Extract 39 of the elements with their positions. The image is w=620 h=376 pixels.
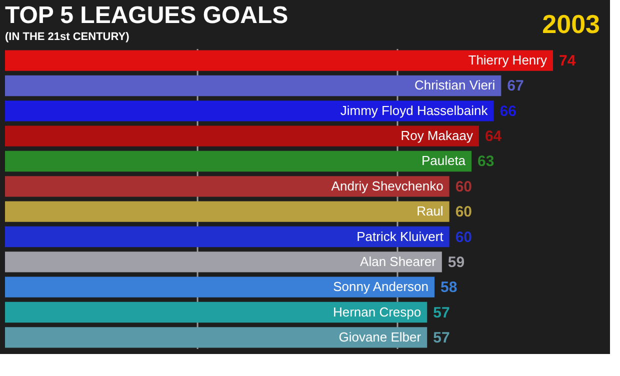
- bar: [5, 302, 428, 323]
- data-label: 60: [455, 204, 472, 221]
- bar: [5, 327, 428, 348]
- text: 2003: [542, 9, 600, 39]
- y-tick-label: Andriy Shevchenko: [331, 178, 444, 194]
- bar: [5, 100, 494, 122]
- data-label: 63: [478, 153, 494, 170]
- bar: [5, 50, 553, 71]
- y-tick-label: Roy Makaay: [400, 128, 474, 144]
- bar: [5, 276, 435, 298]
- data-label: 64: [484, 128, 502, 146]
- data-label: 66: [500, 102, 516, 120]
- y-tick-label: Christian Vieri: [414, 78, 496, 93]
- bar: [5, 252, 442, 272]
- data-label: 60: [455, 178, 472, 196]
- y-tick-label: Alan Shearer: [360, 254, 437, 269]
- y-tick-label: Hernan Crespo: [332, 304, 422, 320]
- data-label: 57: [433, 304, 450, 322]
- bar: [5, 126, 479, 146]
- chart-subtitle: (IN THE 21st CENTURY): [5, 31, 130, 43]
- bar: [5, 176, 450, 197]
- bar: [5, 201, 450, 222]
- data-label: 57: [433, 329, 450, 346]
- bar: [5, 226, 450, 248]
- y-tick-label: Thierry Henry: [468, 52, 548, 68]
- data-label: 74: [559, 52, 576, 70]
- y-tick-label: Sonny Anderson: [333, 279, 429, 294]
- y-tick-label: Pauleta: [421, 153, 466, 168]
- y-tick-label: Giovane Elber: [338, 329, 422, 344]
- data-label: 59: [448, 254, 465, 271]
- data-label: 67: [507, 78, 524, 95]
- data-label: 58: [440, 279, 458, 296]
- data-label: 60: [455, 228, 472, 246]
- chart-title: TOP 5 LEAGUES GOALS: [5, 2, 288, 29]
- bar: [5, 75, 502, 96]
- bar: [5, 150, 472, 172]
- y-tick-label: Patrick Kluivert: [356, 228, 444, 244]
- y-tick-label: Jimmy Floyd Hasselbaink: [340, 102, 488, 118]
- y-tick-label: Raul: [416, 204, 444, 219]
